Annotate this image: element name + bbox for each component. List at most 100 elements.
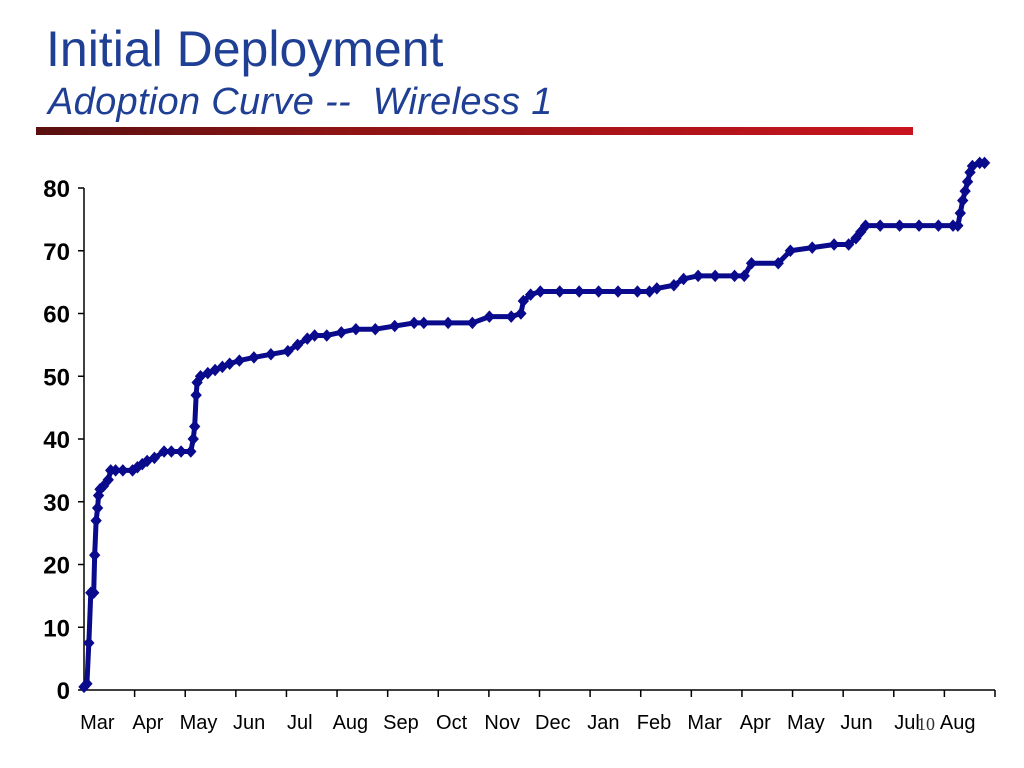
data-point: [554, 285, 566, 298]
data-point: [185, 445, 197, 458]
data-point: [677, 272, 690, 286]
data-point: [784, 244, 797, 257]
x-tick-label: May: [180, 712, 218, 734]
data-point: [612, 285, 624, 298]
data-point: [534, 285, 547, 298]
x-tick-label: Mar: [80, 712, 115, 734]
data-point: [92, 489, 105, 502]
data-point: [248, 351, 260, 364]
data-point: [505, 310, 517, 323]
x-tick-label: Feb: [637, 712, 671, 734]
y-tick-label: 40: [43, 427, 70, 454]
data-point: [483, 310, 496, 323]
x-tick-label: Apr: [740, 712, 771, 734]
data-point: [335, 326, 347, 339]
data-point: [117, 464, 129, 477]
data-point: [709, 269, 721, 283]
data-point: [806, 241, 818, 254]
data-point: [350, 322, 362, 336]
data-point: [828, 238, 840, 251]
data-point: [91, 501, 104, 515]
data-point: [954, 206, 966, 220]
data-point: [190, 388, 202, 402]
data-point: [874, 219, 886, 232]
data-point: [978, 156, 991, 170]
data-point: [631, 285, 644, 298]
data-point: [957, 194, 969, 207]
x-tick-label: Dec: [535, 712, 571, 734]
x-tick-label: Jul: [287, 712, 313, 734]
data-point: [187, 432, 199, 446]
x-tick-label: Jun: [233, 712, 265, 734]
data-point: [321, 329, 333, 342]
data-point: [842, 238, 855, 251]
data-point: [913, 219, 925, 232]
x-tick-label: Apr: [132, 712, 163, 734]
data-point: [88, 586, 100, 599]
y-tick-label: 70: [43, 239, 70, 266]
data-point: [282, 344, 294, 358]
slide-subtitle: Adoption Curve -- Wireless 1: [48, 81, 553, 123]
data-point: [668, 279, 680, 292]
data-point: [418, 316, 430, 330]
data-point: [90, 514, 102, 527]
data-point: [102, 473, 114, 487]
data-point: [233, 354, 246, 367]
data-point: [389, 319, 401, 333]
data-point: [745, 257, 758, 270]
x-tick-label: Jan: [587, 712, 619, 734]
data-point: [517, 294, 530, 308]
slide-number: 10: [917, 714, 935, 734]
y-tick-label: 10: [43, 615, 70, 642]
data-point: [83, 636, 95, 650]
data-point: [408, 316, 420, 330]
data-point: [466, 316, 479, 330]
data-point: [524, 288, 537, 301]
x-tick-label: Aug: [940, 712, 976, 734]
x-tick-label: May: [787, 712, 825, 734]
y-tick-label: 60: [43, 302, 70, 329]
data-point: [81, 677, 93, 690]
data-point: [175, 445, 187, 458]
x-tick-label: Aug: [333, 712, 369, 734]
data-point: [442, 316, 454, 330]
y-tick-label: 30: [43, 490, 70, 517]
data-point: [148, 451, 161, 465]
data-point: [223, 357, 236, 370]
data-point: [265, 348, 277, 361]
y-tick-label: 0: [57, 678, 70, 705]
y-tick-label: 80: [43, 176, 70, 203]
series-group: [78, 156, 991, 694]
slide-title: Initial Deployment: [46, 21, 444, 77]
x-tick-label: Jul: [894, 712, 920, 734]
x-tick-label: Mar: [687, 712, 722, 734]
x-tick-label: Oct: [436, 712, 468, 734]
data-point: [308, 329, 321, 342]
data-point: [651, 282, 663, 295]
data-point: [859, 219, 872, 232]
data-point: [692, 269, 704, 283]
data-point: [369, 322, 381, 336]
data-point: [573, 285, 585, 298]
data-point: [592, 285, 605, 298]
data-point: [893, 219, 906, 232]
title-divider: [36, 127, 913, 135]
data-point: [932, 219, 945, 232]
data-point: [772, 257, 784, 270]
chart-axes: [78, 187, 996, 697]
x-tick-label: Nov: [484, 712, 520, 734]
x-tick-label: Jun: [840, 712, 872, 734]
x-tick-label: Sep: [383, 712, 419, 734]
data-point: [291, 338, 304, 352]
y-tick-label: 50: [43, 364, 70, 391]
data-point: [961, 175, 974, 188]
y-tick-label: 20: [43, 553, 70, 580]
y-axis-labels: 0 10 20 30 40 50 60 70 80: [43, 176, 70, 705]
data-point: [952, 219, 964, 232]
x-axis-labels: Mar Apr May Jun Jul Aug Sep Oct Nov Dec Jan Feb Mar A…: [80, 712, 975, 734]
data-point: [738, 269, 750, 283]
data-point: [189, 420, 201, 433]
data-point: [959, 184, 971, 198]
data-point: [89, 548, 101, 562]
